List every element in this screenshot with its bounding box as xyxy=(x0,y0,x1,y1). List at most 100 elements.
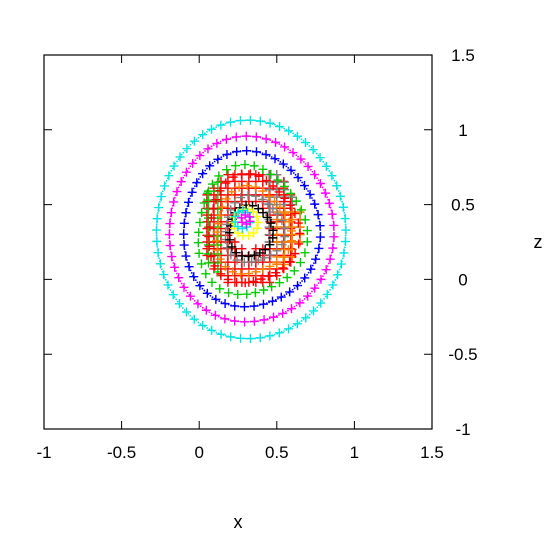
series-7-point xyxy=(249,250,259,260)
trajectory-dot xyxy=(317,248,320,251)
series-6-point xyxy=(251,191,261,201)
series-1-point xyxy=(310,170,320,180)
trajectory-dot xyxy=(232,304,235,307)
series-4-point xyxy=(278,263,288,273)
trajectory-dot xyxy=(273,333,276,336)
trajectory-dot xyxy=(182,231,185,234)
trajectory-dot xyxy=(212,127,215,130)
trajectory-dot xyxy=(344,229,347,231)
series-2-point xyxy=(202,288,212,298)
series-4-point xyxy=(221,178,231,188)
trajectory-dot xyxy=(183,248,186,251)
trajectory-dot xyxy=(180,282,183,285)
trajectory-dot xyxy=(234,150,237,153)
trajectory-dot xyxy=(161,271,164,273)
series-6-point xyxy=(260,253,270,263)
trajectory-dot xyxy=(292,325,294,328)
series-2-point xyxy=(195,281,205,291)
trajectory-dot xyxy=(268,317,271,320)
trajectory-dot xyxy=(169,242,171,245)
series-3-point xyxy=(250,288,260,298)
series-1-point xyxy=(201,305,211,315)
series-1-point xyxy=(296,154,306,164)
trajectory-dot xyxy=(172,202,175,204)
trajectory-dot xyxy=(316,209,318,212)
series-1-point xyxy=(179,282,189,292)
trajectory-dot xyxy=(184,253,187,256)
series-5-point xyxy=(265,261,275,271)
series-2-point xyxy=(261,150,271,160)
trajectory-dot xyxy=(323,272,326,275)
trajectory-dot xyxy=(307,294,310,297)
series-2-point xyxy=(220,299,230,309)
trajectory-dot xyxy=(306,315,309,318)
trajectory-dot xyxy=(237,337,239,339)
series-1-point xyxy=(329,220,339,230)
series-1-point xyxy=(165,241,175,251)
series-4-point xyxy=(268,181,278,191)
trajectory-dot xyxy=(207,165,210,168)
trajectory-dot xyxy=(334,182,337,185)
trajectory-dot xyxy=(344,217,347,220)
trajectory-dot xyxy=(184,215,187,218)
series-3-point xyxy=(300,215,310,225)
trajectory-dot xyxy=(160,195,163,198)
trajectory-dot xyxy=(315,257,318,259)
trajectory-dot xyxy=(196,157,199,160)
trajectory-dot xyxy=(254,150,257,153)
series-2-point xyxy=(179,229,189,239)
trajectory-dot xyxy=(319,279,321,282)
trajectory-dot xyxy=(175,298,178,301)
series-2-point xyxy=(293,173,303,183)
series-3-point xyxy=(207,179,217,189)
trajectory-dot xyxy=(204,150,207,152)
trajectory-dot xyxy=(272,299,275,302)
trajectory-dot xyxy=(182,237,185,240)
trajectory-dot xyxy=(229,137,232,140)
trajectory-dot xyxy=(270,156,273,158)
trajectory-dot xyxy=(328,201,330,204)
trajectory-dot xyxy=(193,299,196,302)
trajectory-dot xyxy=(237,320,239,323)
trajectory-dot xyxy=(296,175,299,178)
trajectory-dot xyxy=(310,311,313,314)
trajectory-dot xyxy=(158,260,161,262)
series-5-point xyxy=(250,182,260,192)
trajectory-dot xyxy=(282,145,285,148)
trajectory-dot xyxy=(182,176,185,179)
series-4-point xyxy=(290,209,300,219)
series-6-point xyxy=(266,250,276,260)
series-2-point xyxy=(315,221,325,231)
series-1-point xyxy=(169,197,179,207)
trajectory-dot xyxy=(184,172,187,174)
trajectory-dot xyxy=(315,152,318,155)
trajectory-dot xyxy=(325,267,328,270)
trajectory-dot xyxy=(159,198,162,201)
series-1-point xyxy=(310,283,320,293)
series-3-point xyxy=(295,258,305,268)
series-1-point xyxy=(269,312,279,322)
trajectory-dot xyxy=(192,274,194,277)
series-4-point xyxy=(204,232,214,242)
trajectory-dot xyxy=(344,234,347,237)
trajectory-dot xyxy=(254,337,257,340)
trajectory-dot xyxy=(244,119,247,122)
trajectory-dot xyxy=(283,127,286,130)
trajectory-dot xyxy=(182,229,185,231)
trajectory-dot xyxy=(176,272,178,275)
trajectory-dot xyxy=(222,302,225,304)
fill-point xyxy=(230,237,240,247)
series-3-point xyxy=(195,217,205,227)
trajectory-dot xyxy=(239,320,242,323)
trajectory-dot xyxy=(343,246,346,249)
trajectory-dot xyxy=(196,180,199,183)
trajectory-dot xyxy=(332,237,335,240)
trajectory-dot xyxy=(254,135,257,138)
series-3-point xyxy=(197,259,206,269)
trajectory-dot xyxy=(252,135,254,138)
series-1-point xyxy=(278,308,288,318)
trajectory-dot xyxy=(252,119,254,122)
trajectory-dot xyxy=(230,304,232,307)
trajectory-dot xyxy=(213,330,215,333)
trajectory-dot xyxy=(186,205,189,208)
